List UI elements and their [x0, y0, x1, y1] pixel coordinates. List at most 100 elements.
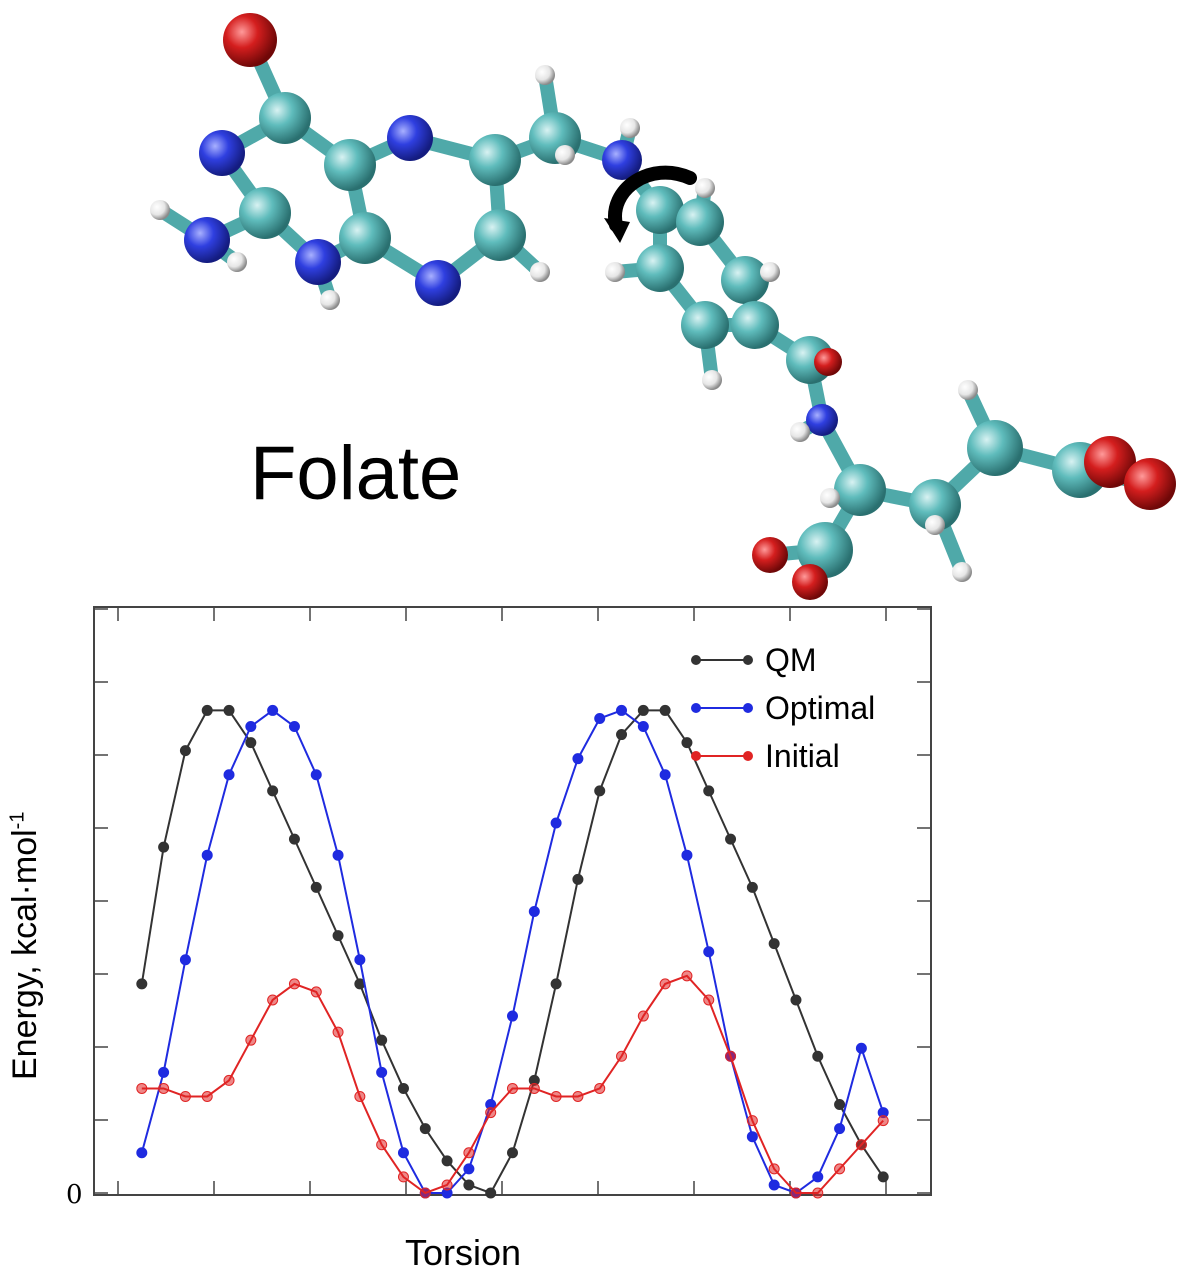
data-point: [550, 817, 562, 829]
data-point: [223, 1074, 235, 1086]
oxygen-atom: [1124, 458, 1176, 510]
curved-rotation-arrow-icon: [608, 165, 697, 232]
data-point: [376, 1139, 388, 1151]
data-point: [223, 769, 235, 781]
data-point: [485, 1187, 497, 1199]
carbon-atom: [239, 187, 291, 239]
data-point: [855, 1139, 867, 1151]
data-point: [245, 721, 257, 733]
data-point: [659, 978, 671, 990]
data-point: [790, 1187, 802, 1199]
data-point: [572, 873, 584, 885]
data-point: [267, 704, 279, 716]
data-point: [136, 978, 148, 990]
data-point: [855, 1042, 867, 1054]
legend-item: Optimal: [691, 690, 875, 726]
data-point: [681, 737, 693, 749]
hydrogen-atom: [952, 562, 972, 582]
legend-swatch-dot: [743, 703, 753, 713]
data-point: [201, 1090, 213, 1102]
data-point: [877, 1115, 889, 1127]
oxygen-atom: [752, 537, 788, 573]
data-point: [332, 849, 344, 861]
data-point: [158, 1066, 170, 1078]
series-qm: [136, 704, 889, 1199]
data-point: [594, 785, 606, 797]
data-point: [746, 1115, 758, 1127]
legend-swatch-dot: [743, 751, 753, 761]
legend: QM Optimal Initial: [691, 642, 875, 774]
data-point: [703, 785, 715, 797]
data-point: [812, 1171, 824, 1183]
data-point: [397, 1082, 409, 1094]
data-point: [376, 1034, 388, 1046]
data-point: [768, 1179, 780, 1191]
hydrogen-atom: [530, 262, 550, 282]
data-point: [616, 729, 628, 741]
hydrogen-atom: [320, 290, 340, 310]
data-point: [419, 1123, 431, 1135]
carbon-atom: [259, 92, 311, 144]
data-point: [528, 1082, 540, 1094]
data-point: [790, 994, 802, 1006]
data-point: [637, 1010, 649, 1022]
data-point: [354, 954, 366, 966]
x-axis-label: Torsion: [405, 1232, 522, 1273]
data-point: [703, 994, 715, 1006]
series-optimal: [136, 704, 889, 1199]
oxygen-atom: [1084, 436, 1136, 488]
molecule-label: Folate: [250, 431, 462, 516]
data-point: [507, 1147, 518, 1159]
data-point: [659, 704, 671, 716]
oxygen-atom: [814, 348, 842, 376]
nitrogen-atom: [184, 217, 230, 263]
hydrogen-atom: [535, 65, 555, 85]
data-point: [637, 721, 649, 733]
legend-label: Optimal: [765, 690, 875, 726]
hydrogen-atom: [760, 262, 780, 282]
nitrogen-atom: [415, 260, 461, 306]
data-point: [463, 1179, 475, 1191]
carbon-atom: [731, 301, 779, 349]
data-point: [419, 1187, 431, 1199]
carbon-atom: [834, 464, 886, 516]
data-point: [288, 833, 300, 845]
nitrogen-atom: [387, 115, 433, 161]
data-point: [550, 1090, 562, 1102]
oxygen-atom: [792, 564, 828, 600]
folate-molecule: [150, 13, 1176, 600]
data-point: [158, 841, 170, 853]
data-point: [310, 769, 322, 781]
data-point: [201, 849, 213, 861]
data-point: [746, 1131, 758, 1143]
data-point: [245, 1034, 257, 1046]
oxygen-atom: [223, 13, 277, 67]
hydrogen-atom: [695, 178, 715, 198]
nitrogen-atom: [199, 130, 245, 176]
data-point: [812, 1050, 824, 1062]
data-point: [768, 1163, 780, 1175]
y-axis-label-exponent: -1: [6, 811, 29, 830]
data-point: [550, 978, 562, 990]
data-point: [594, 1082, 606, 1094]
data-point: [179, 745, 191, 757]
data-point: [616, 704, 628, 716]
data-point: [768, 938, 780, 950]
data-point: [637, 704, 649, 716]
nitrogen-atom: [806, 404, 838, 436]
data-point: [288, 978, 300, 990]
data-point: [703, 946, 715, 958]
data-point: [397, 1147, 409, 1159]
data-point: [376, 1066, 388, 1078]
data-point: [834, 1123, 846, 1135]
data-point: [725, 1050, 737, 1062]
y-axis-label: Energy, kcal·mol-1: [6, 811, 44, 1080]
data-point: [354, 1090, 366, 1102]
series-line: [140, 709, 885, 1195]
hydrogen-atom: [555, 145, 575, 165]
data-point: [507, 1010, 518, 1022]
data-point: [397, 1171, 409, 1183]
legend-swatch-dot: [691, 655, 701, 665]
data-point: [725, 833, 737, 845]
